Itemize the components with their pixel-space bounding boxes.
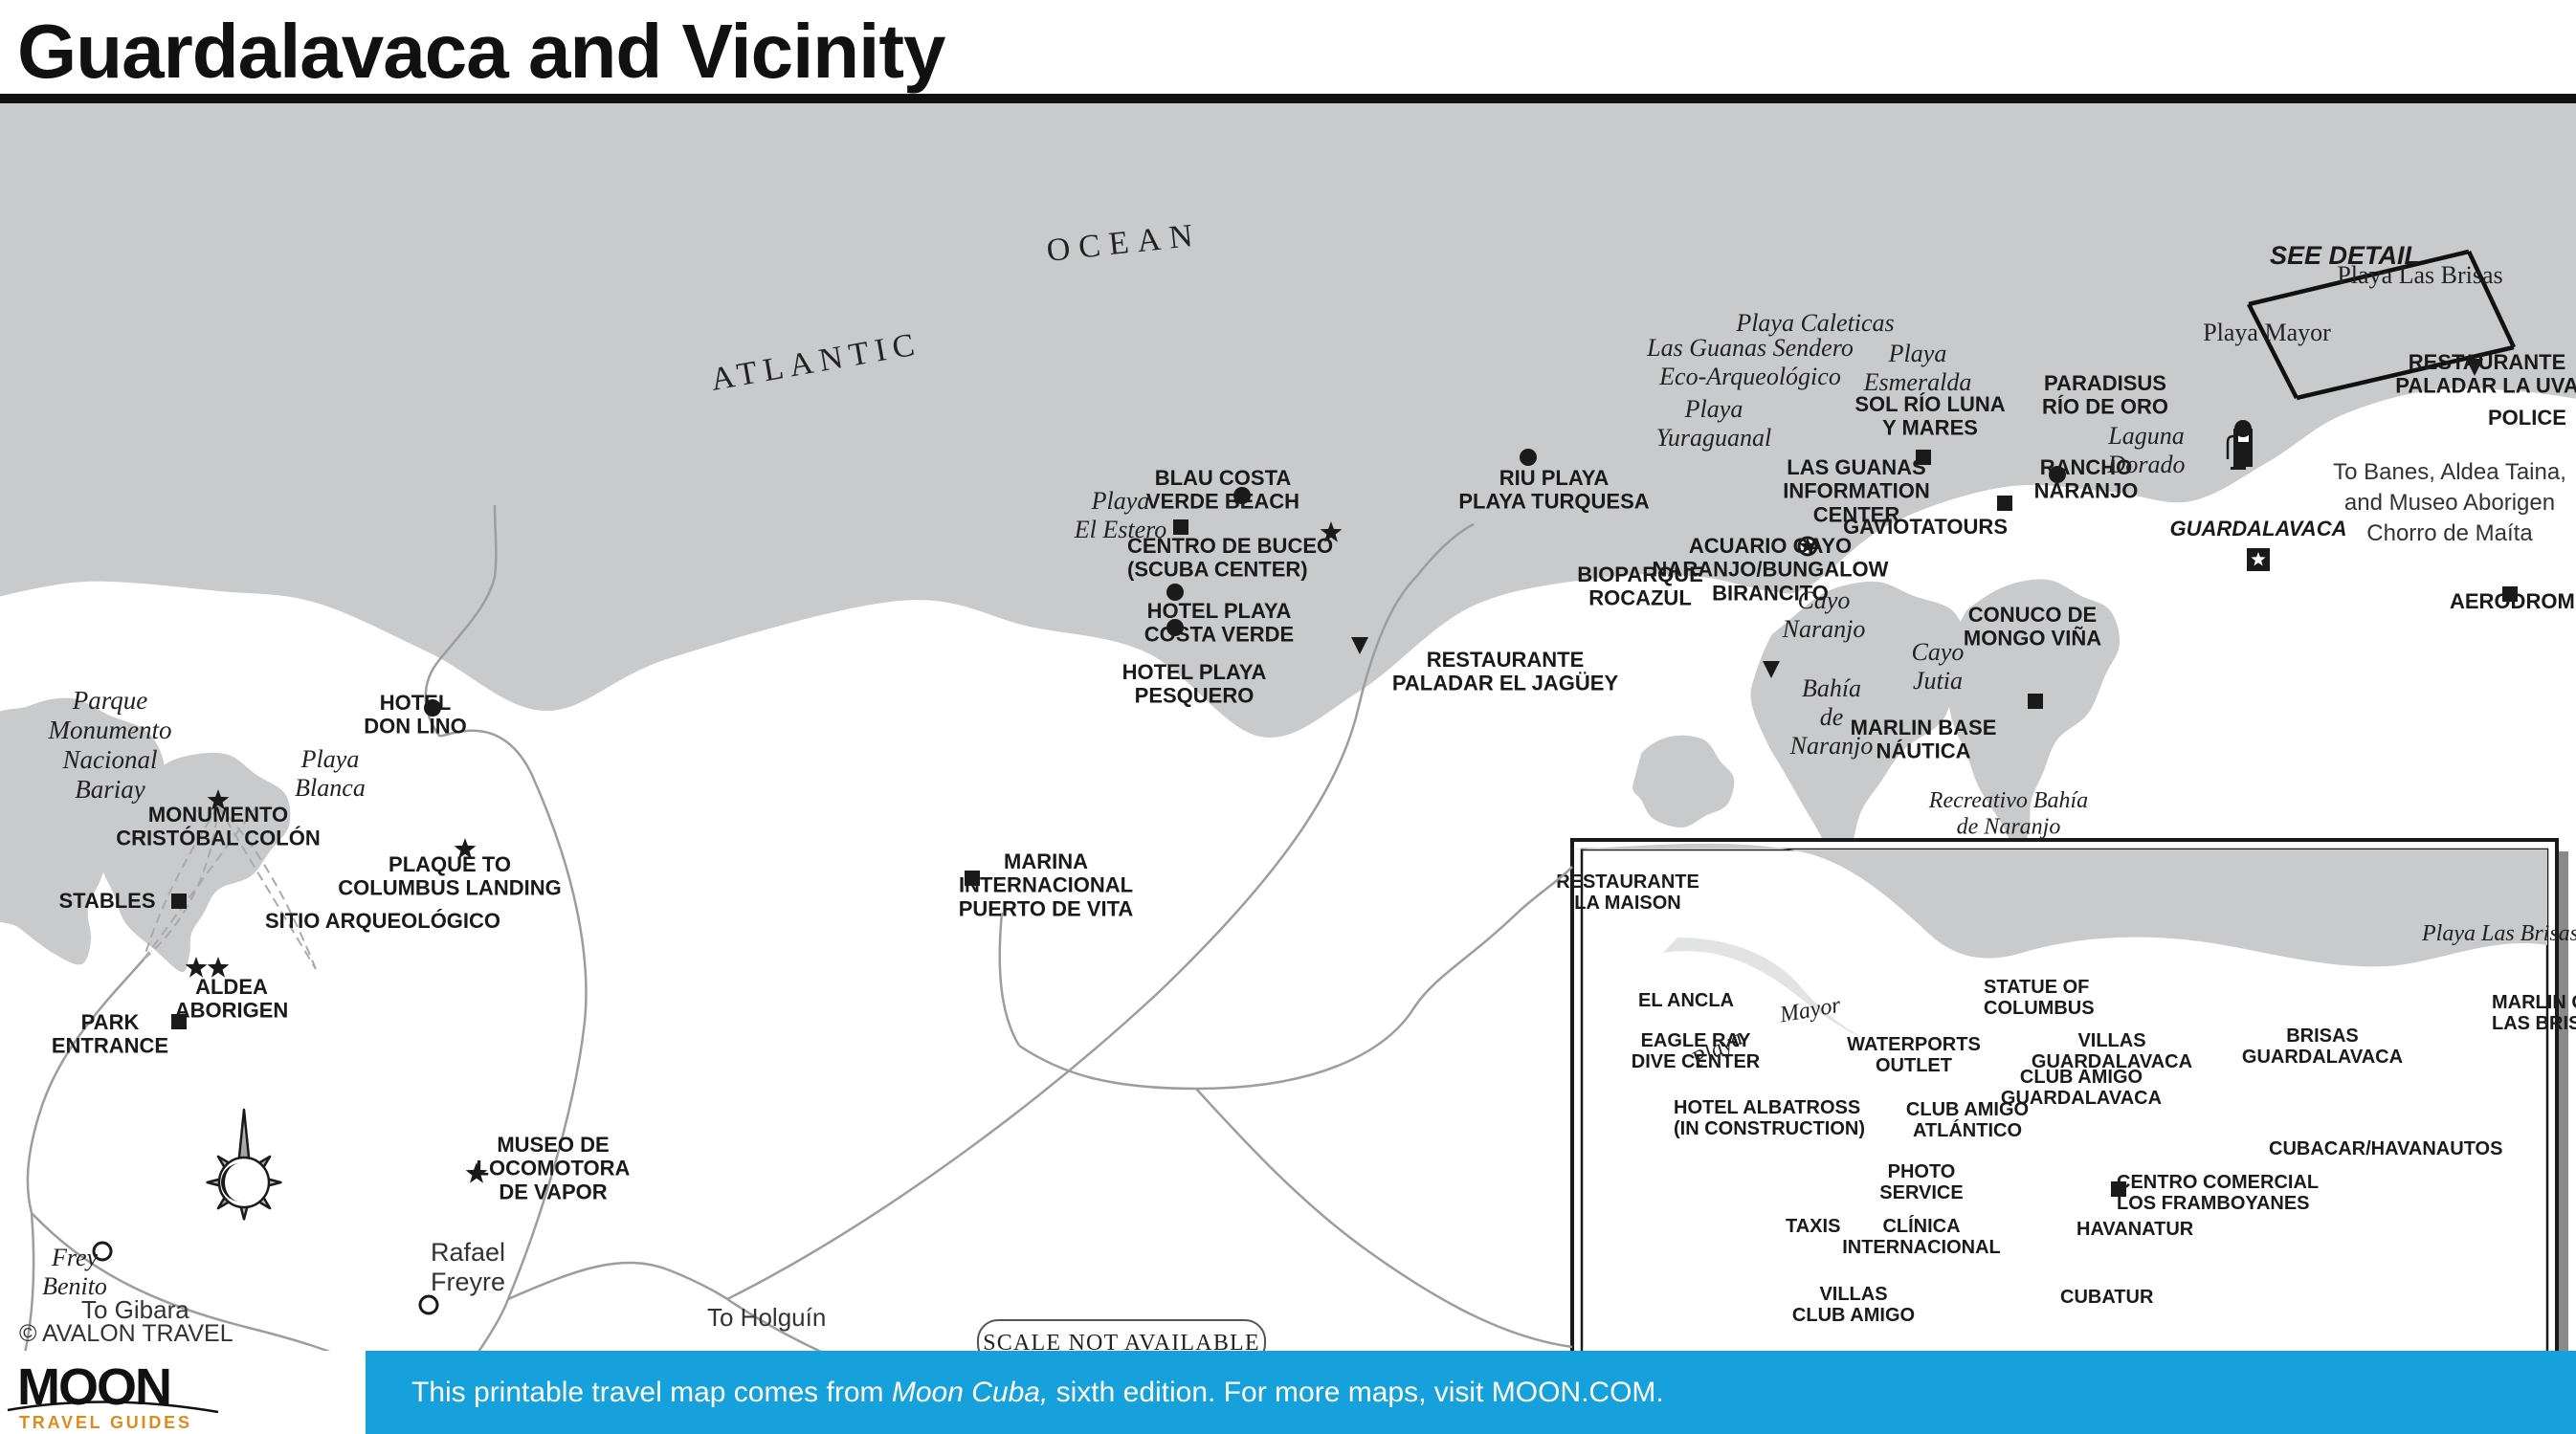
svg-text:To Holguín: To Holguín (707, 1303, 826, 1332)
svg-text:GAVIOTATOURS: GAVIOTATOURS (1843, 515, 2008, 539)
svg-text:Chorro de Maíta: Chorro de Maíta (2366, 520, 2533, 546)
svg-text:TAXIS: TAXIS (1786, 1216, 1840, 1237)
svg-text:GUARDALAVACA: GUARDALAVACA (2170, 517, 2347, 541)
svg-text:SITIO ARQUEOLÓGICO: SITIO ARQUEOLÓGICO (265, 909, 500, 933)
svg-text:To Banes, Aldea Taina,: To Banes, Aldea Taina, (2333, 459, 2566, 485)
svg-text:Playa Caleticas: Playa Caleticas (1735, 309, 1894, 337)
svg-text:This printable travel map come: This printable travel map comes from Moo… (411, 1377, 1664, 1408)
svg-text:Playa Las Brisas: Playa Las Brisas (2337, 261, 2502, 289)
svg-text:Playa Mayor: Playa Mayor (2203, 319, 2331, 346)
svg-text:EL ANCLA: EL ANCLA (1638, 990, 1734, 1011)
svg-text:POLICE: POLICE (2488, 406, 2566, 430)
svg-text:MARLIN CLUBLAS BRISAS: MARLIN CLUBLAS BRISAS (2492, 992, 2576, 1034)
svg-text:HAVANATUR: HAVANATUR (2076, 1219, 2194, 1240)
svg-text:AERODROME: AERODROME (2450, 589, 2576, 613)
svg-text:STABLES: STABLES (58, 889, 155, 913)
svg-text:HOTEL ALBATROSS(IN CONSTRUCTIO: HOTEL ALBATROSS (IN CONSTRUCTION) (1674, 1097, 1865, 1139)
svg-text:CUBACAR/HAVANAUTOS: CUBACAR/HAVANAUTOS (2269, 1138, 2502, 1159)
svg-text:Playa Las Brisas: Playa Las Brisas (2421, 921, 2576, 946)
svg-text:and Museo Aborigen: and Museo Aborigen (2344, 490, 2555, 516)
svg-text:CUBATUR: CUBATUR (2060, 1287, 2154, 1308)
svg-text:SCALE NOT AVAILABLE: SCALE NOT AVAILABLE (983, 1331, 1260, 1351)
